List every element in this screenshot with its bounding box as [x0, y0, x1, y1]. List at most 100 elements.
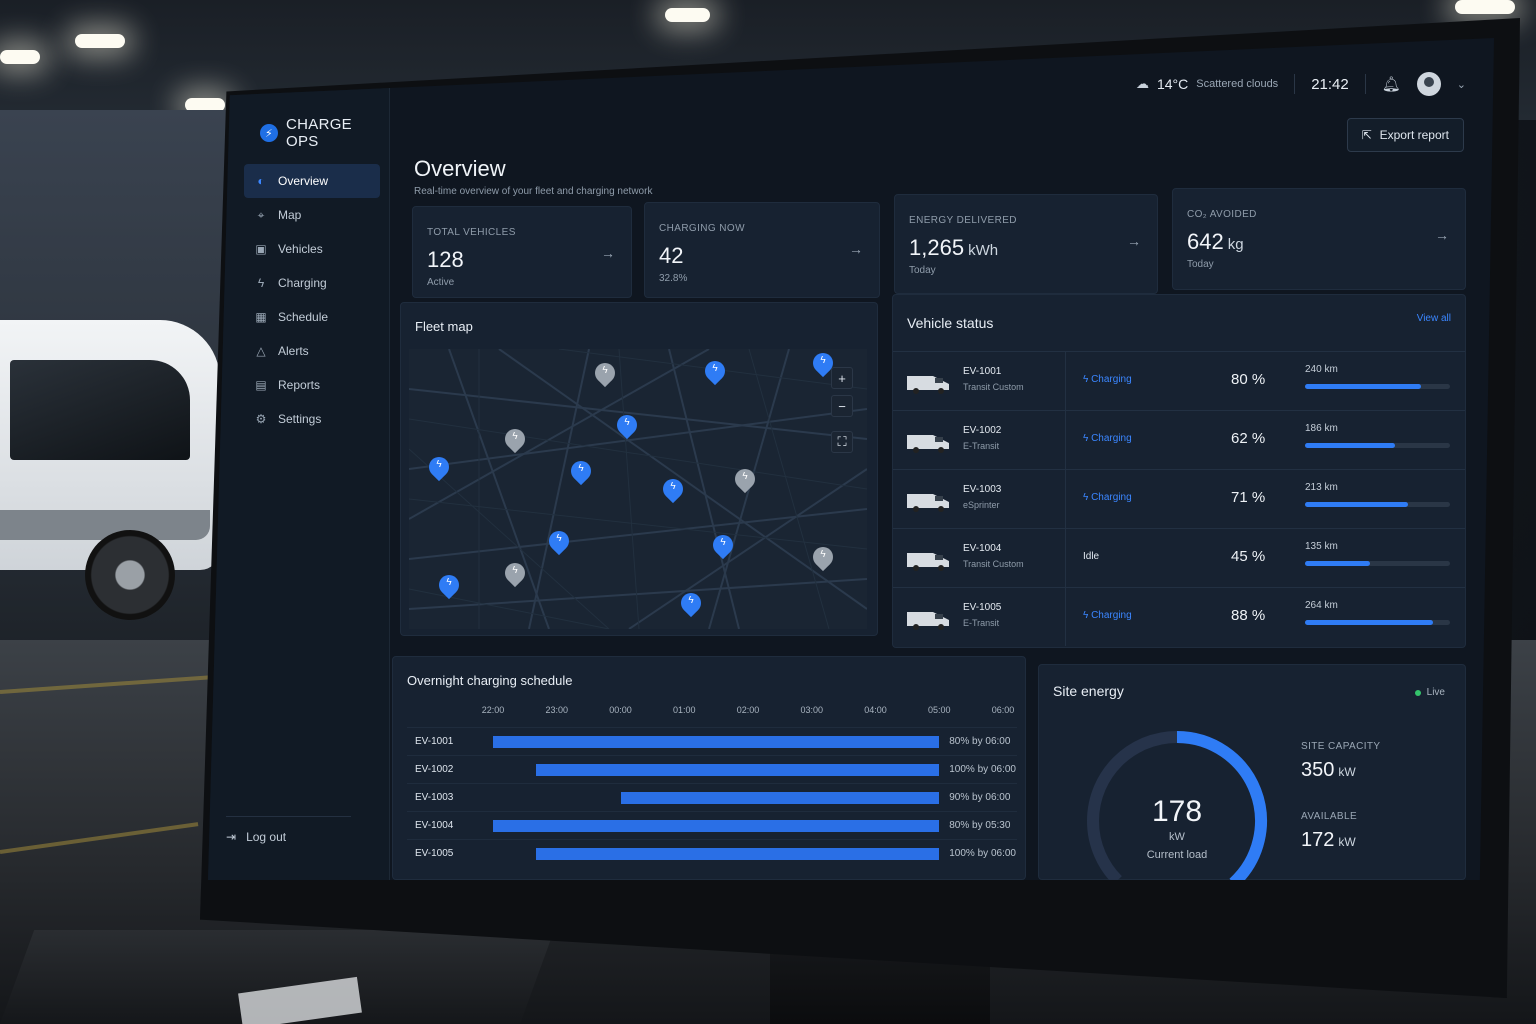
vehicle-id: EV-1001 — [963, 366, 1002, 377]
schedule-row[interactable]: EV-1001 80% by 06:00 — [407, 727, 1017, 755]
time-tick-label: 03:00 — [800, 705, 824, 715]
brand[interactable]: ⚡ CHARGE OPS — [260, 116, 389, 150]
site-energy-card: Site energy Live 178 kW Current load SIT… — [1038, 664, 1466, 880]
export-icon: ⇱ — [1361, 128, 1372, 142]
stat-value: 642 kg — [1187, 229, 1244, 254]
schedule-row[interactable]: EV-1003 90% by 06:00 — [407, 783, 1017, 811]
vehicle-status-card: Vehicle status View all EV-1001 Transit C… — [892, 294, 1466, 648]
vehicle-status: ϟ Charging — [1083, 374, 1132, 385]
stat-card-total-vehicles[interactable]: TOTAL VEHICLES 128 Active → — [412, 206, 632, 298]
divider — [1364, 74, 1366, 94]
sidebar-item-map[interactable]: ⌖ Map — [244, 198, 380, 232]
stat-card-energy-delivered[interactable]: ENERGY DELIVERED 1,265 kWh Today → — [894, 194, 1158, 294]
schedule-vehicle-id: EV-1005 — [415, 848, 454, 859]
time-tick-label: 22:00 — [481, 705, 505, 715]
time-tick-label: 04:00 — [864, 705, 887, 715]
map-streets — [409, 349, 867, 629]
bell-icon[interactable]: 🔔︎ — [1381, 76, 1401, 93]
stat-card-charging-now[interactable]: CHARGING NOW 42 32.8% → — [644, 202, 880, 298]
fleet-map[interactable]: ϟ ϟ ϟ ϟ ϟ ϟ ϟ ϟ ϟ ϟ ϟ ϟ ϟ ϟ ϟ + − ⛶ — [409, 349, 867, 629]
vehicle-row[interactable]: EV-1002 E-Transit ϟ Charging 62 % 186 km — [893, 410, 1465, 469]
charging-target-label: 80% by 05:30 — [949, 820, 1011, 831]
vehicle-range: 213 km — [1305, 482, 1338, 493]
charger-pin-icon[interactable]: ϟ — [500, 424, 530, 455]
sidebar-item-alerts[interactable]: △ Alerts — [244, 334, 380, 368]
sidebar-item-label: Charging — [278, 276, 327, 290]
card-title: Vehicle status — [907, 315, 994, 331]
divider — [1294, 74, 1296, 94]
charger-pin-icon[interactable]: ϟ — [676, 588, 706, 619]
schedule-row[interactable]: EV-1004 80% by 05:30 — [407, 811, 1017, 839]
stat-label: TOTAL VEHICLES — [427, 227, 516, 238]
topbar: ☁ 14°C Scattered clouds 21:42 🔔︎ ⌄ — [1136, 72, 1466, 96]
charging-window-bar[interactable] — [493, 820, 940, 832]
sidebar-item-settings[interactable]: ⚙ Settings — [244, 402, 380, 436]
ceiling-light — [665, 8, 710, 22]
charger-pin-icon[interactable]: ϟ — [500, 558, 530, 589]
dashboard-screen: ⚡ CHARGE OPS ◐ Overview ⌖ Map ▣ Vehicles… — [208, 38, 1494, 880]
vehicle-icon: ▣ — [255, 242, 267, 256]
charger-pin-icon[interactable]: ϟ — [708, 530, 738, 561]
gear-icon: ⚙ — [255, 412, 267, 426]
fullscreen-button[interactable]: ⛶ — [831, 431, 853, 453]
ceiling-light — [185, 98, 225, 112]
stat-sub: Today — [1187, 259, 1214, 270]
schedule-row[interactable]: EV-1005 100% by 06:00 — [407, 839, 1017, 867]
gauge-fill — [1176, 731, 1267, 880]
sidebar-item-label: Alerts — [278, 344, 309, 358]
bolt-icon: ϟ — [257, 276, 265, 290]
schedule-vehicle-id: EV-1002 — [415, 764, 454, 775]
charging-window-bar[interactable] — [535, 848, 940, 860]
range-bar — [1305, 502, 1450, 507]
vehicle-row[interactable]: EV-1001 Transit Custom ϟ Charging 80 % 240 k… — [893, 351, 1465, 410]
charger-pin-icon[interactable]: ϟ — [658, 474, 688, 505]
sidebar-item-schedule[interactable]: ▦ Schedule — [244, 300, 380, 334]
bolt-icon: ϟ — [1083, 433, 1092, 444]
sidebar-item-label: Reports — [278, 378, 321, 392]
sidebar-item-reports[interactable]: ▤ Reports — [244, 368, 380, 402]
avatar[interactable] — [1416, 72, 1441, 96]
calendar-icon: ▦ — [255, 310, 267, 324]
export-report-button[interactable]: ⇱ Export report — [1346, 118, 1464, 152]
charging-window-bar[interactable] — [535, 764, 940, 776]
charging-window-bar[interactable] — [620, 792, 940, 804]
charging-window-bar[interactable] — [493, 736, 940, 748]
logout-label: Log out — [246, 830, 287, 844]
range-bar-fill — [1305, 384, 1421, 389]
vehicle-model: Transit Custom — [963, 559, 1024, 569]
stat-value: 128 — [427, 247, 464, 272]
charger-pin-icon[interactable]: ϟ — [808, 349, 838, 379]
temperature: 14°C — [1156, 76, 1189, 92]
current-load-value: 178 — [1151, 795, 1203, 828]
van-icon — [907, 612, 949, 630]
sidebar-item-charging[interactable]: ϟ Charging — [244, 266, 380, 300]
alert-icon: △ — [256, 344, 266, 358]
zoom-out-button[interactable]: − — [831, 395, 853, 417]
vehicle-row[interactable]: EV-1004 Transit Custom Idle 45 % 135 km — [893, 528, 1465, 587]
range-bar — [1305, 384, 1450, 389]
charger-pin-icon[interactable]: ϟ — [544, 526, 574, 557]
stat-sub: Today — [909, 265, 936, 276]
charger-pin-icon[interactable]: ϟ — [700, 356, 730, 387]
charger-pin-icon[interactable]: ϟ — [434, 570, 464, 601]
charger-pin-icon[interactable]: ϟ — [730, 464, 760, 495]
sidebar-item-overview[interactable]: ◐ Overview — [244, 164, 380, 198]
logout-button[interactable]: ⇥ Log out — [226, 830, 286, 844]
charger-pin-icon[interactable]: ϟ — [612, 410, 642, 441]
vehicle-row[interactable]: EV-1005 E-Transit ϟ Charging 88 % 264 km — [893, 587, 1465, 646]
charger-pin-icon[interactable]: ϟ — [808, 542, 838, 573]
export-label: Export report — [1379, 128, 1449, 142]
vehicle-row[interactable]: EV-1003 eSprinter ϟ Charging 71 % 213 km — [893, 469, 1465, 528]
chevron-down-icon[interactable]: ⌄ — [1456, 78, 1466, 91]
stat-label: CHARGING NOW — [659, 223, 745, 234]
schedule-row[interactable]: EV-1002 100% by 06:00 — [407, 755, 1017, 783]
zoom-in-button[interactable]: + — [831, 367, 853, 389]
view-all-link[interactable]: View all — [1416, 313, 1451, 324]
sidebar-nav: ◐ Overview ⌖ Map ▣ Vehicles ϟ Charging ▦… — [244, 164, 380, 436]
stat-card-co2-avoided[interactable]: CO₂ AVOIDED 642 kg Today → — [1172, 188, 1466, 290]
charger-pin-icon[interactable]: ϟ — [424, 452, 454, 483]
charger-pin-icon[interactable]: ϟ — [566, 456, 596, 487]
range-bar-fill — [1305, 620, 1433, 625]
sidebar-item-vehicles[interactable]: ▣ Vehicles — [244, 232, 380, 266]
charger-pin-icon[interactable]: ϟ — [590, 358, 620, 389]
